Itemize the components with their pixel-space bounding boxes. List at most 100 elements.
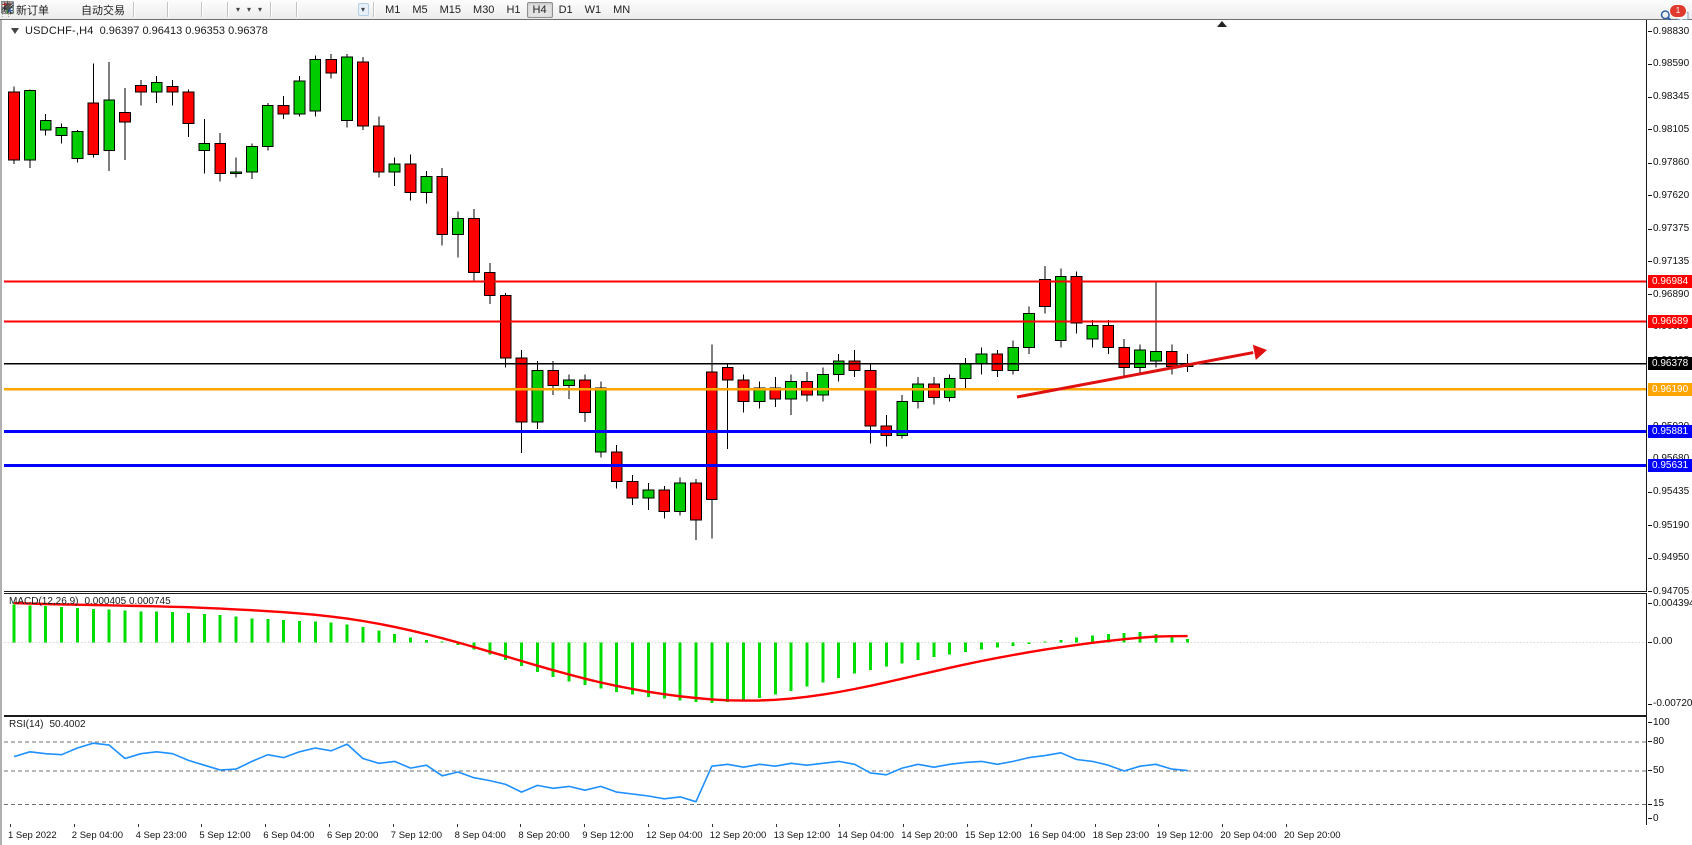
time-axis-label: 1 Sep 2022 (8, 830, 57, 841)
timeframe-button-m5[interactable]: M5 (406, 2, 433, 18)
time-axis-label: 14 Sep 20:00 (901, 830, 958, 841)
time-tick-mark (584, 824, 586, 827)
button-label: 自动交易 (81, 4, 125, 17)
time-axis-label: 9 Sep 12:00 (582, 830, 634, 841)
time-tick-mark (967, 824, 968, 827)
time-axis-label: 8 Sep 04:00 (454, 830, 506, 841)
one-click-trading-arrow-icon[interactable] (11, 28, 19, 34)
timeframe-button-h4[interactable]: H4 (526, 1, 553, 18)
timeframe-button-mn[interactable]: MN (607, 2, 636, 18)
vertical-line-button[interactable] (6, 1, 310, 14)
price-tick-label: 0.94950 (1653, 552, 1690, 564)
zoom-in-button[interactable] (1, 1, 181, 14)
toolbar-separator (296, 2, 299, 17)
price-tick-mark (1648, 195, 1652, 196)
time-tick-mark (520, 824, 522, 827)
price-line-label: 0.95631 (1648, 458, 1692, 472)
toolbar-groups: 新订单 自动交易 ▾ ▾ ▾ E F A T ▾ M1 M5 M15 M30 H1 H4 D1 W1 MN (0, 0, 636, 20)
chat-button[interactable]: 1 (1669, 3, 1689, 24)
time-tick-mark (711, 824, 713, 827)
time-axis-label: 18 Sep 23:00 (1092, 830, 1150, 841)
timeframe-button-d1[interactable]: D1 (553, 2, 579, 18)
equidistant-channel-button[interactable]: E (1, 1, 334, 15)
horizontal-line-button[interactable] (1, 6, 318, 12)
timeframe-label: M15 (439, 3, 462, 16)
bar-chart-mode-button[interactable] (1, 2, 147, 12)
cursor-button[interactable] (4, 1, 284, 14)
strategy-tester-button[interactable] (1, 2, 215, 15)
time-axis-label: 6 Sep 04:00 (263, 830, 315, 841)
rsi-chart-canvas[interactable] (4, 717, 1646, 824)
timeframe-label: H4 (532, 3, 547, 16)
price-tick-label: 0.97620 (1653, 189, 1690, 201)
price-tick-label: 0.97860 (1653, 157, 1690, 169)
toolbar-separator (201, 2, 203, 17)
time-axis[interactable]: 1 Sep 2022 2 Sep 04:00 4 Sep 23:00 5 Sep 12… (4, 824, 1646, 845)
price-tick-mark (1648, 229, 1652, 230)
search-button[interactable] (1658, 8, 1673, 22)
time-tick-mark (1158, 824, 1160, 827)
time-axis-label: 6 Sep 20:00 (327, 830, 379, 841)
autotrading-button[interactable]: 自动交易 (1, 0, 129, 20)
crosshair-button[interactable] (1, 1, 292, 14)
rsi-indicator-pane[interactable]: RSI(14) 50.4002 (4, 716, 1647, 825)
time-tick-mark (329, 824, 330, 827)
time-tick-mark (1030, 824, 1032, 827)
timeframe-button-w1[interactable]: W1 (579, 2, 608, 18)
timeframe-button-m1[interactable]: M1 (379, 2, 406, 18)
rsi-tick-mark (1648, 722, 1652, 723)
text-label-button[interactable]: T (1, 2, 358, 13)
arrows-icon (2, 2, 13, 14)
dropdown-caret-icon[interactable]: ▾ (236, 5, 241, 14)
price-tick-label: 0.98345 (1653, 91, 1690, 103)
fibonacci-icon: F (2, 2, 14, 15)
timeframe-label: W1 (584, 3, 602, 16)
text-button[interactable]: A (3, 3, 350, 15)
zoom-out-button[interactable] (1, 1, 189, 14)
dropdown-caret-icon[interactable]: ▾ (247, 5, 252, 14)
chart-step-button[interactable] (1, 2, 223, 15)
ohlc-values-label: 0.96397 0.96413 0.96353 0.96378 (99, 25, 268, 37)
line-chart-mode-button[interactable] (0, 2, 163, 12)
periods-button[interactable]: ▾ (1, 1, 255, 16)
price-line-label: 0.96190 (1648, 382, 1692, 396)
signals-button[interactable] (1, 1, 77, 14)
timeframe-button-m30[interactable]: M30 (467, 2, 500, 18)
dropdown-caret-icon[interactable]: ▾ (361, 5, 366, 14)
new-order-button[interactable]: 新订单 (1, 0, 53, 20)
dropdown-caret-icon[interactable]: ▾ (258, 5, 263, 14)
svg-text:T: T (5, 3, 11, 13)
candlestick-chart-canvas[interactable] (4, 20, 1646, 591)
price-tick-mark (1648, 129, 1652, 130)
timeframe-button-m15[interactable]: M15 (434, 2, 467, 18)
main-price-pane[interactable]: USDCHF-,H4 0.96397 0.96413 0.96353 0.963… (4, 20, 1647, 592)
arrows-button[interactable]: ▾ (2, 2, 370, 16)
price-axis[interactable]: 0.98830 0.98590 0.98345 0.98105 0.97860 0.976… (1648, 20, 1692, 845)
macd-axis-label: 0.004394 (1653, 597, 1692, 609)
fibonacci-button[interactable]: F (2, 2, 342, 15)
add-indicator-button[interactable]: ▾ (2, 2, 244, 16)
styler-button[interactable] (2, 0, 61, 15)
tile-windows-button[interactable] (1, 1, 197, 14)
price-tick-label: 0.95435 (1653, 486, 1690, 498)
time-axis-label: 12 Sep 20:00 (709, 830, 767, 841)
rsi-axis-label: 50 (1653, 764, 1665, 776)
candlestick-mode-button[interactable] (1, 1, 155, 14)
time-axis-label: 20 Sep 04:00 (1220, 830, 1277, 841)
trendline-button[interactable] (1, 2, 326, 13)
time-tick-mark (265, 824, 267, 827)
time-axis-label: 16 Sep 04:00 (1028, 830, 1086, 841)
time-tick-mark (775, 824, 777, 827)
macd-values-label: 0.000405 0.000745 (84, 596, 171, 607)
price-tick-mark (1648, 97, 1652, 98)
market-watch-button[interactable] (1, 2, 69, 13)
rsi-axis-label: 0 (1653, 812, 1659, 824)
timeframe-button-h1[interactable]: H1 (500, 2, 526, 18)
price-tick-mark (1648, 163, 1652, 164)
macd-indicator-pane[interactable]: MACD(12,26,9) 0.000405 0.000745 (4, 593, 1647, 716)
rsi-axis-label: 100 (1653, 716, 1670, 728)
templates-button[interactable]: ▾ (1, 1, 266, 16)
macd-chart-canvas[interactable] (4, 594, 1646, 715)
timeframe-label: M30 (473, 3, 495, 16)
